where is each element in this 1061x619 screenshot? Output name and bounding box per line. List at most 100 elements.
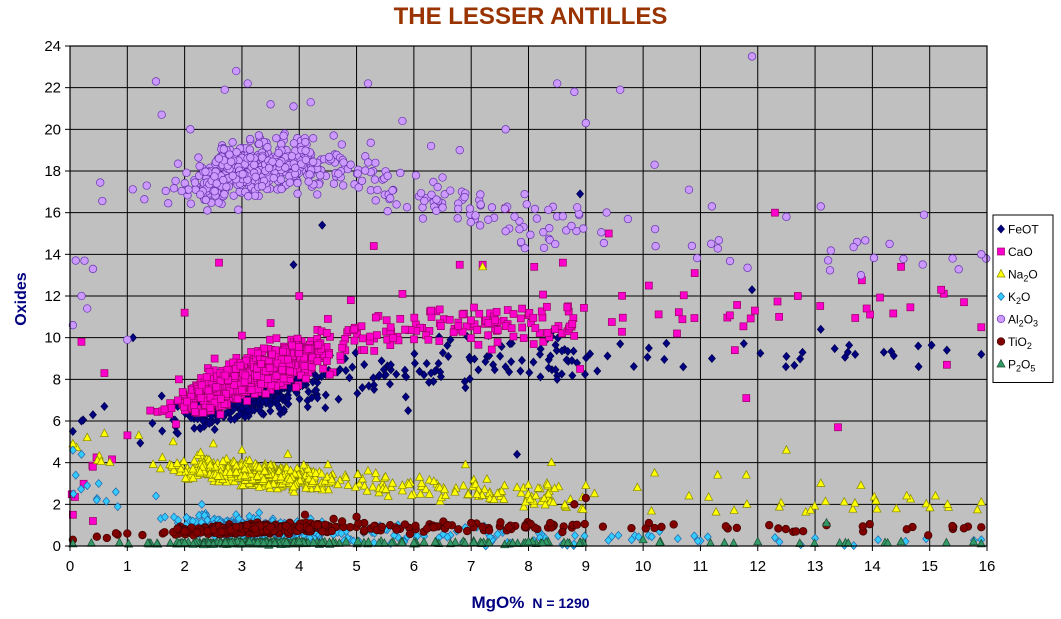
y-tick-label: 6 bbox=[53, 413, 61, 430]
al2o3-point bbox=[277, 184, 286, 194]
cao-point bbox=[272, 371, 281, 380]
na2o-point bbox=[711, 506, 721, 516]
cao-point bbox=[618, 313, 627, 322]
cao-point bbox=[834, 423, 842, 432]
al2o3-point bbox=[484, 215, 493, 224]
na2o-point bbox=[415, 489, 426, 498]
cao-point bbox=[530, 262, 539, 271]
cao-point bbox=[570, 331, 578, 340]
al2o3-point bbox=[706, 239, 716, 248]
tio2-point bbox=[111, 529, 121, 538]
feot-point bbox=[284, 399, 293, 409]
feot-point bbox=[289, 260, 298, 270]
feot-point bbox=[516, 366, 525, 376]
al2o3-point bbox=[453, 204, 463, 214]
tio2-point bbox=[581, 493, 590, 503]
al2o3-point bbox=[476, 200, 485, 209]
na2o-point bbox=[386, 482, 396, 491]
na2o-point bbox=[440, 490, 451, 500]
al2o3-point bbox=[325, 152, 334, 162]
feot-point bbox=[529, 357, 538, 367]
x-tick-label: 0 bbox=[66, 558, 74, 575]
cao-point bbox=[253, 364, 261, 373]
cao-point bbox=[215, 258, 223, 267]
feot-point bbox=[334, 394, 343, 404]
feot-point bbox=[230, 414, 239, 424]
feot-point bbox=[569, 346, 578, 356]
cao-point bbox=[475, 309, 484, 318]
cao-point bbox=[160, 405, 169, 414]
x-tick-label: 3 bbox=[238, 558, 246, 575]
cao-point bbox=[175, 375, 183, 384]
cao-point bbox=[265, 364, 274, 372]
tio2-point bbox=[959, 524, 969, 533]
cao-point bbox=[191, 408, 199, 416]
cao-point bbox=[386, 323, 395, 332]
tio2-point bbox=[217, 527, 226, 536]
cao-point bbox=[427, 306, 435, 315]
al2o3-point bbox=[500, 204, 510, 213]
cao-point bbox=[937, 285, 946, 294]
al2o3-point bbox=[460, 192, 469, 202]
cao-point bbox=[543, 328, 552, 337]
feot-point bbox=[576, 189, 585, 199]
cao-point bbox=[733, 301, 741, 309]
na2o-point bbox=[105, 457, 115, 466]
al2o3-point bbox=[392, 200, 401, 209]
na2o-point bbox=[96, 456, 106, 465]
tio2-point bbox=[173, 524, 182, 533]
cao-point bbox=[210, 354, 219, 363]
cao-point bbox=[401, 325, 409, 334]
na2o-point bbox=[169, 465, 179, 474]
y-tick-label: 18 bbox=[44, 163, 61, 180]
al2o3-point bbox=[581, 118, 590, 128]
al2o3-point bbox=[823, 256, 833, 265]
al2o3-point bbox=[227, 157, 236, 166]
feot-point bbox=[790, 360, 799, 370]
al2o3-point bbox=[501, 227, 510, 236]
na2o-point bbox=[357, 473, 368, 483]
feot-point bbox=[782, 351, 791, 361]
al2o3-point bbox=[616, 85, 625, 94]
al2o3-point bbox=[194, 153, 203, 162]
al2o3-point bbox=[597, 228, 606, 237]
feot-point bbox=[157, 391, 166, 401]
y-tick-label: 10 bbox=[44, 330, 61, 347]
x-tick-label: 15 bbox=[921, 558, 938, 575]
tio2-point bbox=[305, 524, 314, 534]
feot-point bbox=[474, 365, 483, 375]
al2o3-point bbox=[433, 182, 442, 192]
feot-point bbox=[353, 388, 362, 398]
y-tick-label: 8 bbox=[53, 371, 61, 388]
na2o-point bbox=[180, 473, 191, 482]
al2o3-point bbox=[80, 256, 89, 265]
na2o-point bbox=[343, 480, 353, 489]
cao-point bbox=[278, 366, 287, 374]
al2o3-point bbox=[77, 291, 86, 301]
feot-point bbox=[381, 370, 390, 380]
feot-point bbox=[244, 405, 253, 415]
al2o3-point bbox=[687, 241, 697, 251]
cao-point bbox=[238, 331, 246, 340]
cao-point bbox=[371, 313, 380, 322]
al2o3-point bbox=[510, 212, 519, 221]
feot-point bbox=[415, 366, 424, 376]
x-axis-label: MgO% bbox=[471, 593, 525, 612]
na2o-point bbox=[308, 476, 318, 485]
cao-point bbox=[730, 346, 739, 355]
na2o-point bbox=[925, 502, 935, 512]
al2o3-point bbox=[161, 186, 170, 196]
al2o3-point bbox=[173, 159, 183, 168]
al2o3-point bbox=[707, 202, 717, 211]
tio2-point bbox=[504, 523, 513, 532]
feot-point bbox=[816, 324, 825, 334]
na2o-point bbox=[205, 459, 215, 469]
na2o-point bbox=[179, 456, 189, 465]
al2o3-point bbox=[244, 192, 253, 201]
cao-point bbox=[529, 340, 538, 348]
al2o3-point bbox=[453, 214, 462, 223]
al2o3-point bbox=[164, 199, 173, 208]
x-tick-label: 11 bbox=[693, 558, 709, 575]
al2o3-point bbox=[373, 185, 382, 195]
cao-point bbox=[396, 314, 405, 323]
